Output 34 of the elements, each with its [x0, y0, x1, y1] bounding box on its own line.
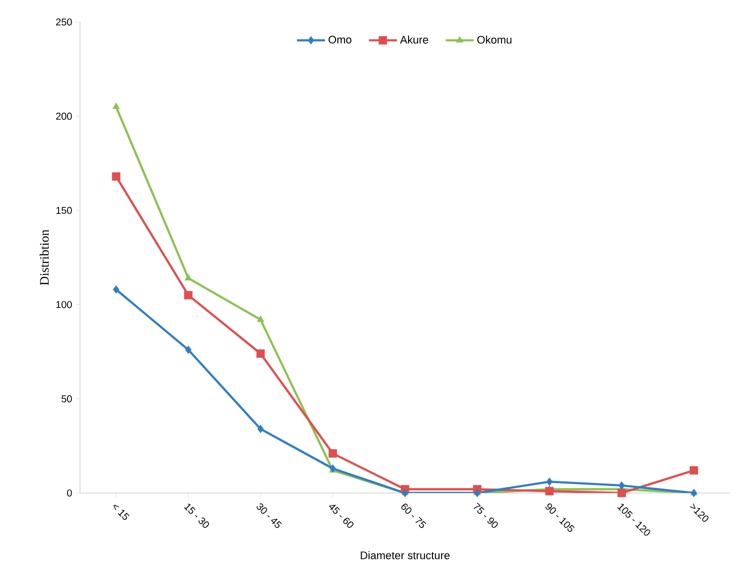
- x-tick-label: 30 - 45: [256, 503, 282, 528]
- point: [546, 478, 553, 486]
- x-tick-label: < 15: [114, 504, 130, 520]
- point: [184, 274, 192, 280]
- point: [112, 285, 120, 294]
- y-tick-label: 100: [56, 301, 72, 308]
- point: [617, 488, 626, 498]
- y-tick-label: 0: [67, 489, 72, 497]
- y-tick-label: 250: [56, 18, 72, 26]
- point: [112, 102, 120, 109]
- x-tick-label: 15 - 30: [184, 504, 209, 528]
- y-tick-label: 200: [56, 112, 72, 120]
- y-axis-title: Distribtion: [40, 230, 49, 286]
- y-tick-label: 150: [56, 206, 72, 214]
- point: [256, 315, 264, 322]
- legend-label: Okomu: [477, 36, 512, 44]
- y-tick-label: 50: [62, 395, 72, 402]
- x-tick-label: 90 - 105: [546, 503, 575, 532]
- x-tick-label: 60 - 75: [401, 504, 426, 528]
- point: [185, 346, 192, 354]
- point: [112, 172, 120, 181]
- x-tick-label: 105 - 120: [617, 504, 650, 536]
- point: [545, 486, 554, 496]
- x-tick-label: 45 - 60: [329, 504, 354, 528]
- point: [256, 349, 265, 358]
- point: [328, 449, 337, 458]
- x-tick-label: 75 - 90: [474, 502, 498, 528]
- point: [690, 466, 698, 475]
- x-axis-title: Diameter structure: [360, 551, 450, 560]
- point: [618, 481, 625, 490]
- point: [257, 424, 264, 434]
- legend-label: Akure: [400, 36, 428, 44]
- point: [184, 290, 193, 300]
- legend-label: Omo: [328, 36, 352, 44]
